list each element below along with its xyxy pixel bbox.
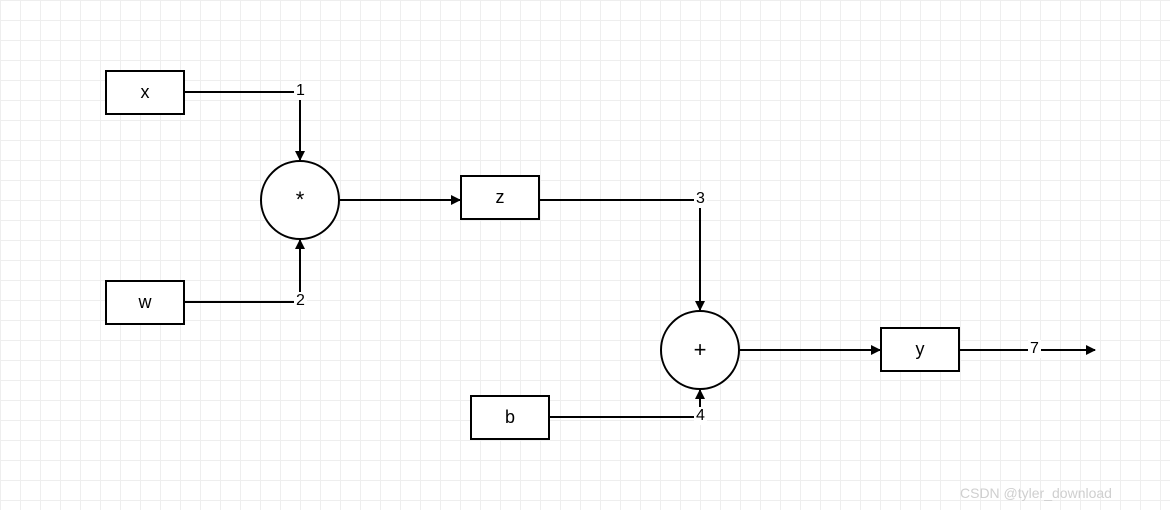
edge-label-x-mul: 1 — [294, 82, 307, 100]
node-y: y — [880, 327, 960, 372]
node-label-x: x — [141, 82, 150, 103]
node-label-b: b — [505, 407, 515, 428]
edge-b-add — [550, 390, 700, 417]
node-b: b — [470, 395, 550, 440]
edge-label-b-add: 4 — [694, 407, 707, 425]
edge-z-add — [540, 200, 700, 310]
node-label-y: y — [916, 339, 925, 360]
op-add: + — [660, 310, 740, 390]
op-mul: * — [260, 160, 340, 240]
node-label-z: z — [496, 187, 505, 208]
node-x: x — [105, 70, 185, 115]
edge-label-w-mul: 2 — [294, 292, 307, 310]
node-label-mul: * — [296, 187, 305, 213]
node-z: z — [460, 175, 540, 220]
node-label-w: w — [139, 292, 152, 313]
node-label-add: + — [694, 337, 707, 363]
edge-label-z-add: 3 — [694, 190, 707, 208]
edge-label-y-out: 7 — [1028, 340, 1041, 358]
edge-w-mul — [185, 240, 300, 302]
edge-x-mul — [185, 92, 300, 160]
node-w: w — [105, 280, 185, 325]
watermark-text: CSDN @tyler_download — [960, 485, 1112, 501]
